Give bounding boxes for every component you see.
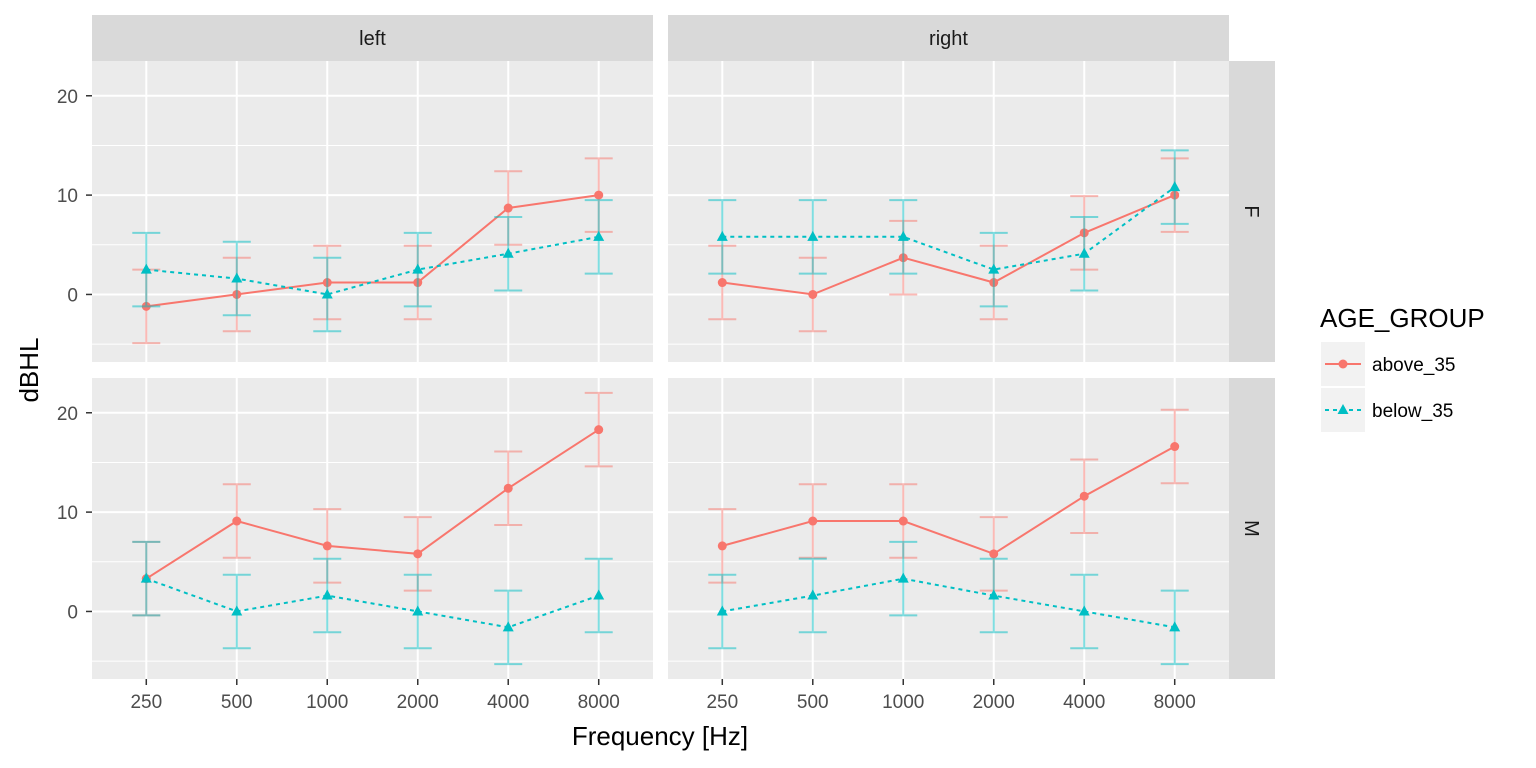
y-tick-label: 10 — [57, 503, 78, 524]
facet-strip-f — [1229, 61, 1275, 362]
data-point — [502, 621, 514, 632]
data-point — [503, 483, 513, 493]
legend-title: AGE_GROUP — [1320, 303, 1485, 333]
panels-layer — [92, 61, 1229, 679]
x-tick-label: 250 — [130, 692, 162, 713]
data-point — [716, 605, 728, 616]
x-tick-label: 250 — [706, 692, 738, 713]
data-point — [594, 425, 604, 435]
data-point — [231, 605, 243, 616]
data-point — [1169, 621, 1181, 632]
data-point — [502, 247, 514, 258]
y-axis-title: dBHL — [14, 337, 44, 402]
series-below-35 — [132, 199, 613, 333]
facet-strip-label-left: left — [359, 28, 386, 50]
panel-background — [92, 378, 653, 679]
facet-strip-label-f: F — [1240, 205, 1262, 217]
series-line — [146, 235, 599, 296]
data-point — [594, 190, 604, 200]
data-point — [232, 516, 242, 526]
data-point — [321, 288, 333, 299]
x-tick-label: 500 — [221, 692, 253, 713]
x-tick-label: 8000 — [1154, 692, 1196, 713]
data-point — [808, 289, 818, 299]
panel-right-f — [668, 61, 1229, 362]
series-below-35 — [708, 540, 1189, 666]
data-point — [413, 549, 423, 559]
legend-label: below_35 — [1372, 401, 1453, 422]
facet-strip-label-right: right — [929, 28, 968, 50]
data-point — [231, 272, 243, 283]
data-point — [807, 589, 819, 600]
data-point — [1170, 442, 1180, 452]
legend-label: above_35 — [1372, 355, 1455, 376]
panel-background — [668, 61, 1229, 362]
legend-item-below-35: below_35 — [1321, 388, 1453, 432]
y-tick-label: 10 — [57, 186, 78, 207]
x-tick-label: 8000 — [578, 692, 620, 713]
axes: 0 10 20 0 10 20 250 500 1000 2000 4000 8000 250 500 10… — [57, 87, 1196, 713]
facet-strip-m — [1229, 378, 1275, 679]
data-point — [321, 589, 333, 600]
y-tick-label: 20 — [57, 87, 78, 108]
data-point — [412, 263, 424, 274]
data-point — [897, 230, 909, 241]
data-point — [140, 263, 152, 274]
data-point — [412, 605, 424, 616]
series-line — [722, 186, 1176, 271]
data-point — [1079, 491, 1089, 501]
x-tick-label: 1000 — [306, 692, 348, 713]
data-point — [989, 549, 999, 559]
series-below-35 — [132, 540, 613, 666]
panel-right-m — [668, 378, 1229, 679]
series-line — [145, 428, 600, 580]
data-point — [593, 230, 605, 241]
x-tick-label: 500 — [797, 692, 829, 713]
data-point — [140, 572, 152, 583]
panel-background — [92, 61, 653, 362]
data-point — [1169, 181, 1181, 192]
facet-strips: left right F M — [92, 15, 1275, 679]
data-point — [988, 589, 1000, 600]
data-point — [897, 572, 909, 583]
x-tick-label: 1000 — [882, 692, 924, 713]
series-below-35 — [708, 149, 1189, 308]
data-point — [503, 203, 513, 213]
x-tick-label: 2000 — [397, 692, 439, 713]
facet-strip-left — [92, 15, 653, 61]
data-point — [717, 541, 727, 551]
x-axis-title: Frequency [Hz] — [572, 721, 748, 751]
data-point — [988, 263, 1000, 274]
legend-item-above-35: above_35 — [1321, 342, 1455, 386]
y-tick-label: 20 — [57, 404, 78, 425]
y-tick-label: 0 — [67, 602, 78, 623]
facet-strip-label-m: M — [1240, 520, 1262, 537]
data-point — [322, 541, 332, 551]
data-point — [716, 230, 728, 241]
data-point — [593, 589, 605, 600]
series-line — [722, 194, 1176, 296]
data-point — [808, 516, 818, 526]
panel-background — [668, 378, 1229, 679]
x-tick-label: 4000 — [1063, 692, 1105, 713]
data-point — [1078, 605, 1090, 616]
data-point — [807, 230, 819, 241]
legend: AGE_GROUP above_35 below_35 — [1320, 303, 1485, 432]
legend-items: above_35 below_35 — [1321, 342, 1455, 432]
series-line — [145, 577, 600, 629]
x-tick-label: 2000 — [973, 692, 1015, 713]
x-tick-label: 4000 — [487, 692, 529, 713]
series-line — [146, 194, 599, 308]
facet-strip-right — [668, 15, 1229, 61]
data-point — [1078, 247, 1090, 258]
panel-left-f — [92, 61, 653, 362]
data-point — [898, 516, 908, 526]
series-line — [722, 445, 1176, 555]
legend-key-marker — [1338, 359, 1348, 369]
panel-left-m — [92, 378, 653, 679]
legend-key-marker — [1337, 404, 1349, 414]
data-point — [717, 278, 727, 288]
y-tick-label: 0 — [67, 285, 78, 306]
